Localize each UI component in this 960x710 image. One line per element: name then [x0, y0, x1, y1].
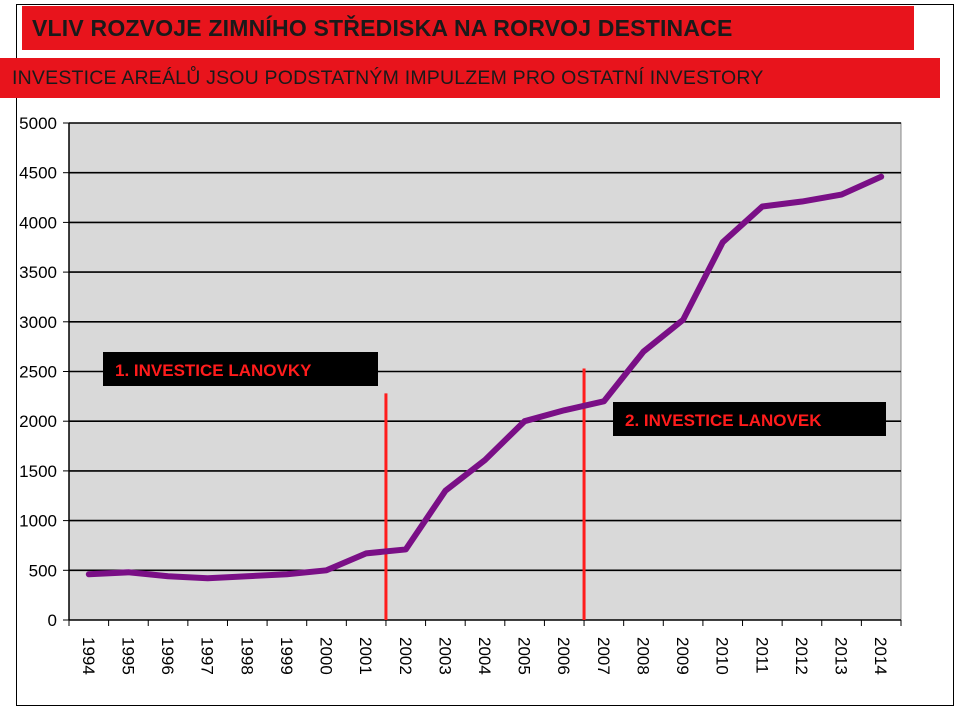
x-tick-label-2004: 2004: [475, 637, 494, 675]
annotation-box-1: 1. INVESTICE LANOVKY: [103, 352, 378, 386]
data-point-1998: [245, 574, 249, 578]
y-tick-label-1000: 1000: [19, 512, 57, 531]
data-point-2000: [325, 568, 329, 572]
y-tick-label-500: 500: [29, 561, 57, 580]
data-point-2012: [800, 200, 804, 204]
data-point-1996: [166, 574, 170, 578]
y-tick-label-0: 0: [48, 611, 57, 630]
x-tick-label-2008: 2008: [633, 637, 652, 675]
y-tick-label-2500: 2500: [19, 363, 57, 382]
x-tick-label-1998: 1998: [237, 637, 256, 675]
x-tick-label-2006: 2006: [554, 637, 573, 675]
x-tick-label-2002: 2002: [396, 637, 415, 675]
x-tick-label-2005: 2005: [515, 637, 534, 675]
data-point-2004: [483, 458, 487, 462]
x-tick-label-2011: 2011: [752, 637, 771, 674]
data-point-1999: [285, 572, 289, 576]
data-point-2009: [681, 318, 685, 322]
x-tick-label-2001: 2001: [356, 637, 375, 675]
data-point-2002: [404, 547, 408, 551]
data-point-2001: [364, 551, 368, 555]
x-tick-label-1996: 1996: [158, 637, 177, 675]
x-tick-label-2012: 2012: [792, 637, 811, 675]
annotation-box-2: 2. INVESTICE LANOVEK: [613, 402, 886, 436]
y-tick-label-2000: 2000: [19, 412, 57, 431]
y-tick-label-4500: 4500: [19, 164, 57, 183]
x-tick-label-2014: 2014: [871, 637, 890, 675]
chart-subtitle: INVESTICE AREÁLŮ JSOU PODSTATNÝM IMPULZE…: [0, 58, 940, 98]
y-tick-label-4000: 4000: [19, 213, 57, 232]
data-point-2013: [840, 193, 844, 197]
x-tick-label-2007: 2007: [594, 637, 613, 675]
data-point-2014: [879, 175, 883, 179]
y-tick-label-3500: 3500: [19, 263, 57, 282]
chart-frame: [16, 4, 954, 706]
x-tick-label-1995: 1995: [118, 637, 137, 675]
data-point-2007: [602, 399, 606, 403]
annotation-label-2: 2. INVESTICE LANOVEK: [625, 411, 822, 430]
x-tick-label-2013: 2013: [832, 637, 851, 675]
x-tick-label-2010: 2010: [713, 637, 732, 675]
y-tick-label-3000: 3000: [19, 313, 57, 332]
x-tick-label-1999: 1999: [277, 637, 296, 675]
data-point-1997: [206, 576, 210, 580]
data-point-2010: [721, 240, 725, 244]
data-point-2011: [760, 204, 764, 208]
data-point-1994: [87, 572, 91, 576]
x-tick-label-1997: 1997: [198, 637, 217, 675]
y-tick-label-1500: 1500: [19, 462, 57, 481]
annotation-label-1: 1. INVESTICE LANOVKY: [115, 361, 312, 380]
data-point-2005: [523, 419, 527, 423]
data-point-2006: [562, 408, 566, 412]
data-point-2003: [443, 489, 447, 493]
annotation-box-bg-2: [613, 402, 886, 436]
x-tick-label-2003: 2003: [435, 637, 454, 675]
y-tick-label-5000: 5000: [19, 114, 57, 133]
x-tick-label-1994: 1994: [79, 637, 98, 675]
annotation-box-bg-1: [103, 352, 378, 386]
x-tick-label-2000: 2000: [317, 637, 336, 675]
data-point-1995: [126, 570, 130, 574]
x-tick-label-2009: 2009: [673, 637, 692, 675]
data-point-2008: [641, 350, 645, 354]
chart-title: VLIV ROZVOJE ZIMNÍHO STŘEDISKA NA RORVOJ…: [22, 6, 914, 50]
